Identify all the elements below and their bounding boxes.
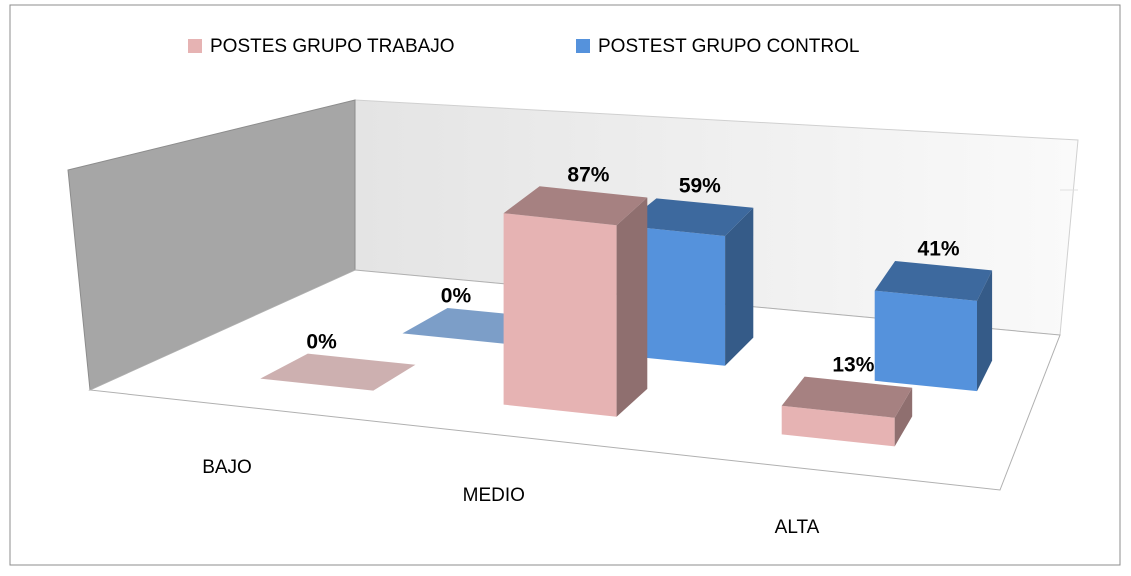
legend-swatch bbox=[576, 39, 590, 53]
bar-side bbox=[977, 270, 993, 392]
bar bbox=[260, 353, 416, 391]
bar-side bbox=[894, 387, 913, 447]
bar bbox=[503, 186, 648, 417]
bar-front bbox=[874, 290, 977, 392]
bar-top bbox=[781, 376, 913, 418]
value-label: 41% bbox=[918, 237, 960, 260]
value-label: 59% bbox=[679, 175, 721, 198]
legend-label: POSTES GRUPO TRABAJO bbox=[210, 36, 455, 57]
value-label: 0% bbox=[306, 331, 337, 354]
legend-swatch bbox=[188, 39, 202, 53]
bar-top bbox=[622, 198, 754, 236]
bar-top bbox=[260, 353, 416, 391]
value-label: 87% bbox=[567, 163, 609, 186]
bar bbox=[874, 261, 993, 392]
bar-top bbox=[874, 261, 993, 301]
x-tick-label: ALTA bbox=[775, 517, 820, 538]
bar-side bbox=[616, 197, 648, 417]
x-tick-label: MEDIO bbox=[463, 485, 525, 506]
value-label: 0% bbox=[441, 284, 472, 307]
legend-label: POSTEST GRUPO CONTROL bbox=[598, 36, 859, 57]
bar-front bbox=[781, 405, 895, 447]
bar-front bbox=[503, 213, 617, 417]
x-tick-label: BAJO bbox=[202, 457, 252, 478]
bars: 0% 59% 41% 0% 87% 13% bbox=[260, 163, 993, 447]
bar-front bbox=[622, 225, 726, 366]
legend: POSTES GRUPO TRABAJO POSTEST GRUPO CONTRO… bbox=[188, 36, 859, 57]
bar-top bbox=[503, 186, 648, 226]
bar bbox=[622, 198, 754, 366]
value-label: 13% bbox=[832, 354, 874, 377]
bar-side bbox=[725, 207, 754, 366]
bar bbox=[781, 376, 913, 447]
